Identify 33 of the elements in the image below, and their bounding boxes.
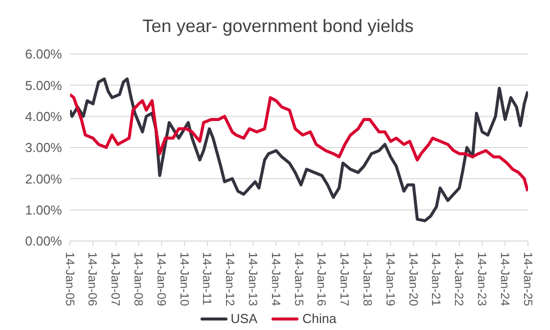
x-tick-label: 14-Jan-14 bbox=[268, 252, 283, 306]
y-tick-label: 1.00% bbox=[25, 202, 62, 218]
x-tick-label: 14-Jan-23 bbox=[474, 252, 489, 306]
x-tick-label: 14-Jan-16 bbox=[314, 252, 329, 306]
y-tick-label: 4.00% bbox=[25, 108, 62, 124]
x-tick-label: 14-Jan-24 bbox=[498, 252, 512, 306]
x-tick-label: 14-Jan-06 bbox=[86, 252, 100, 306]
line-series bbox=[70, 77, 528, 222]
x-tick-label: 14-Jan-05 bbox=[62, 252, 77, 306]
x-tick-label: 14-Jan-13 bbox=[246, 252, 260, 306]
x-tick-label: 14-Jan-07 bbox=[108, 252, 123, 306]
x-tick-label: 14-Jan-25 bbox=[520, 252, 535, 306]
y-tick-label: 6.00% bbox=[25, 46, 62, 62]
y-tick-label: 2.00% bbox=[25, 171, 62, 186]
x-tick-label: 14-Jan-22 bbox=[452, 252, 466, 306]
x-tick-label: 14-Jan-10 bbox=[177, 252, 192, 306]
x-tick-label: 14-Jan-15 bbox=[292, 252, 306, 306]
legend-label: USA bbox=[230, 311, 258, 326]
x-tick-label: 14-Jan-19 bbox=[383, 252, 398, 306]
x-tick-label: 14-Jan-11 bbox=[200, 252, 214, 306]
x-tick-label: 14-Jan-21 bbox=[429, 252, 444, 306]
legend-label: China bbox=[302, 311, 336, 326]
x-tick-label: 14-Jan-20 bbox=[406, 252, 420, 306]
x-tick-label: 14-Jan-18 bbox=[360, 252, 374, 306]
chart-title: Ten year- government bond yields bbox=[141, 15, 415, 38]
y-tick-label: 0.00% bbox=[25, 234, 62, 249]
x-tick-label: 14-Jan-17 bbox=[338, 252, 352, 306]
line-series bbox=[70, 93, 528, 193]
x-tick-label: 14-Jan-12 bbox=[223, 252, 238, 306]
y-tick-label: 5.00% bbox=[25, 78, 62, 93]
y-tick-label: 3.00% bbox=[25, 140, 62, 156]
x-tick-label: 14-Jan-09 bbox=[154, 252, 168, 306]
x-tick-label: 14-Jan-08 bbox=[131, 252, 146, 306]
